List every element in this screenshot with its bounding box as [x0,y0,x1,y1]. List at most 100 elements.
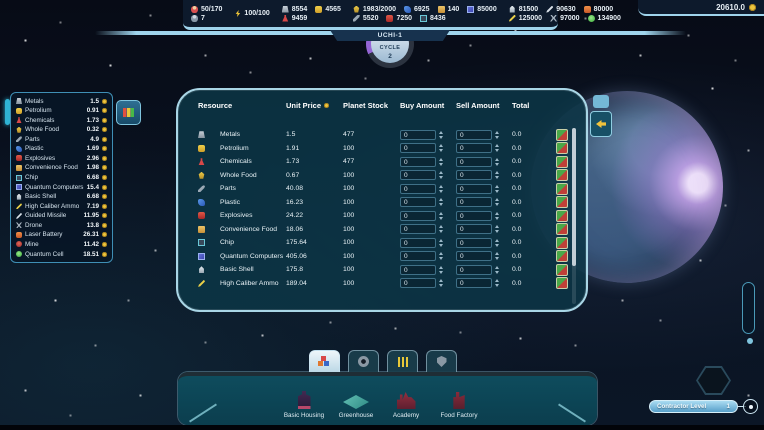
buy-amount-input[interactable]: 0 [400,278,436,289]
trade-button[interactable] [556,250,568,263]
sell-amount-spinner[interactable]: 0 [456,197,512,208]
spinner-arrows-icon[interactable] [439,198,443,206]
buy-amount-input[interactable]: 0 [400,237,436,248]
hex-button[interactable] [696,366,731,395]
buy-amount-spinner[interactable]: 0 [400,197,456,208]
spinner-arrows-icon[interactable] [495,158,499,166]
buy-amount-spinner[interactable]: 0 [400,251,456,262]
buy-amount-spinner[interactable]: 0 [400,210,456,221]
buy-amount-input[interactable]: 0 [400,264,436,275]
spinner-arrows-icon[interactable] [495,239,499,247]
sell-amount-input[interactable]: 0 [456,156,492,167]
spinner-arrows-icon[interactable] [495,131,499,139]
spinner-arrows-icon[interactable] [495,171,499,179]
tab-defense[interactable] [426,350,457,372]
buy-amount-spinner[interactable]: 0 [400,264,456,275]
buy-amount-spinner[interactable]: 0 [400,237,456,248]
tab-buildings[interactable] [309,350,340,372]
sell-amount-input[interactable]: 0 [456,251,492,262]
sell-amount-spinner[interactable]: 0 [456,224,512,235]
buy-amount-spinner[interactable]: 0 [400,156,456,167]
spinner-arrows-icon[interactable] [439,252,443,260]
contractor-node[interactable] [743,399,758,414]
panel-corner-tab[interactable] [593,95,609,108]
tab-production[interactable] [348,350,379,372]
price-chart-button[interactable] [116,100,141,125]
buy-amount-input[interactable]: 0 [400,183,436,194]
sell-amount-spinner[interactable]: 0 [456,210,512,221]
sell-amount-input[interactable]: 0 [456,210,492,221]
trade-button[interactable] [556,209,568,222]
buy-amount-input[interactable]: 0 [400,210,436,221]
sell-amount-spinner[interactable]: 0 [456,251,512,262]
buy-amount-input[interactable]: 0 [400,197,436,208]
trade-button[interactable] [556,263,568,276]
spinner-arrows-icon[interactable] [439,239,443,247]
contractor-level-badge[interactable]: Contractor Level 1 [649,400,738,413]
sell-amount-spinner[interactable]: 0 [456,237,512,248]
sell-amount-input[interactable]: 0 [456,183,492,194]
trade-button[interactable] [556,223,568,236]
sell-amount-spinner[interactable]: 0 [456,170,512,181]
spinner-arrows-icon[interactable] [439,158,443,166]
trade-button[interactable] [556,182,568,195]
trade-button[interactable] [556,277,568,290]
sell-amount-spinner[interactable]: 0 [456,278,512,289]
buy-amount-spinner[interactable]: 0 [400,224,456,235]
spinner-arrows-icon[interactable] [495,279,499,287]
buy-amount-input[interactable]: 0 [400,224,436,235]
sell-amount-spinner[interactable]: 0 [456,156,512,167]
building-academy[interactable]: Academy [374,383,438,419]
buy-amount-input[interactable]: 0 [400,156,436,167]
buy-amount-spinner[interactable]: 0 [400,278,456,289]
buy-amount-spinner[interactable]: 0 [400,129,456,140]
building-greenhouse[interactable]: Greenhouse [324,383,388,419]
spinner-arrows-icon[interactable] [439,171,443,179]
sell-amount-input[interactable]: 0 [456,143,492,154]
scrollbar-thumb[interactable] [572,128,576,266]
buy-amount-input[interactable]: 0 [400,251,436,262]
zoom-slider[interactable] [742,282,755,334]
sell-amount-spinner[interactable]: 0 [456,264,512,275]
trade-button[interactable] [556,196,568,209]
sell-amount-spinner[interactable]: 0 [456,183,512,194]
panel-collapse-button[interactable] [590,111,612,137]
spinner-arrows-icon[interactable] [439,225,443,233]
trade-button[interactable] [556,169,568,182]
buy-amount-input[interactable]: 0 [400,170,436,181]
spinner-arrows-icon[interactable] [439,266,443,274]
spinner-arrows-icon[interactable] [495,198,499,206]
spinner-arrows-icon[interactable] [439,131,443,139]
spinner-arrows-icon[interactable] [439,144,443,152]
sell-amount-spinner[interactable]: 0 [456,129,512,140]
buy-amount-spinner[interactable]: 0 [400,143,456,154]
trade-button[interactable] [556,155,568,168]
spinner-arrows-icon[interactable] [495,266,499,274]
building-food-factory[interactable]: Food Factory [427,383,491,419]
sell-amount-input[interactable]: 0 [456,129,492,140]
spinner-arrows-icon[interactable] [495,144,499,152]
buy-amount-input[interactable]: 0 [400,143,436,154]
sell-amount-input[interactable]: 0 [456,170,492,181]
sell-amount-input[interactable]: 0 [456,197,492,208]
spinner-arrows-icon[interactable] [495,252,499,260]
spinner-arrows-icon[interactable] [439,279,443,287]
building-basic-housing[interactable]: Basic Housing [272,383,336,419]
trade-button[interactable] [556,142,568,155]
sell-amount-input[interactable]: 0 [456,224,492,235]
spinner-arrows-icon[interactable] [439,212,443,220]
tab-industry[interactable] [387,350,418,372]
spinner-arrows-icon[interactable] [495,225,499,233]
spinner-arrows-icon[interactable] [495,212,499,220]
spinner-arrows-icon[interactable] [495,185,499,193]
sell-amount-input[interactable]: 0 [456,278,492,289]
sell-amount-input[interactable]: 0 [456,264,492,275]
trade-button[interactable] [556,236,568,249]
trade-button[interactable] [556,128,568,141]
sell-amount-spinner[interactable]: 0 [456,143,512,154]
sell-amount-input[interactable]: 0 [456,237,492,248]
table-scrollbar[interactable] [572,128,576,304]
buy-amount-spinner[interactable]: 0 [400,183,456,194]
sidebar-edge-tab[interactable] [5,99,10,125]
slider-dot[interactable] [747,338,753,344]
